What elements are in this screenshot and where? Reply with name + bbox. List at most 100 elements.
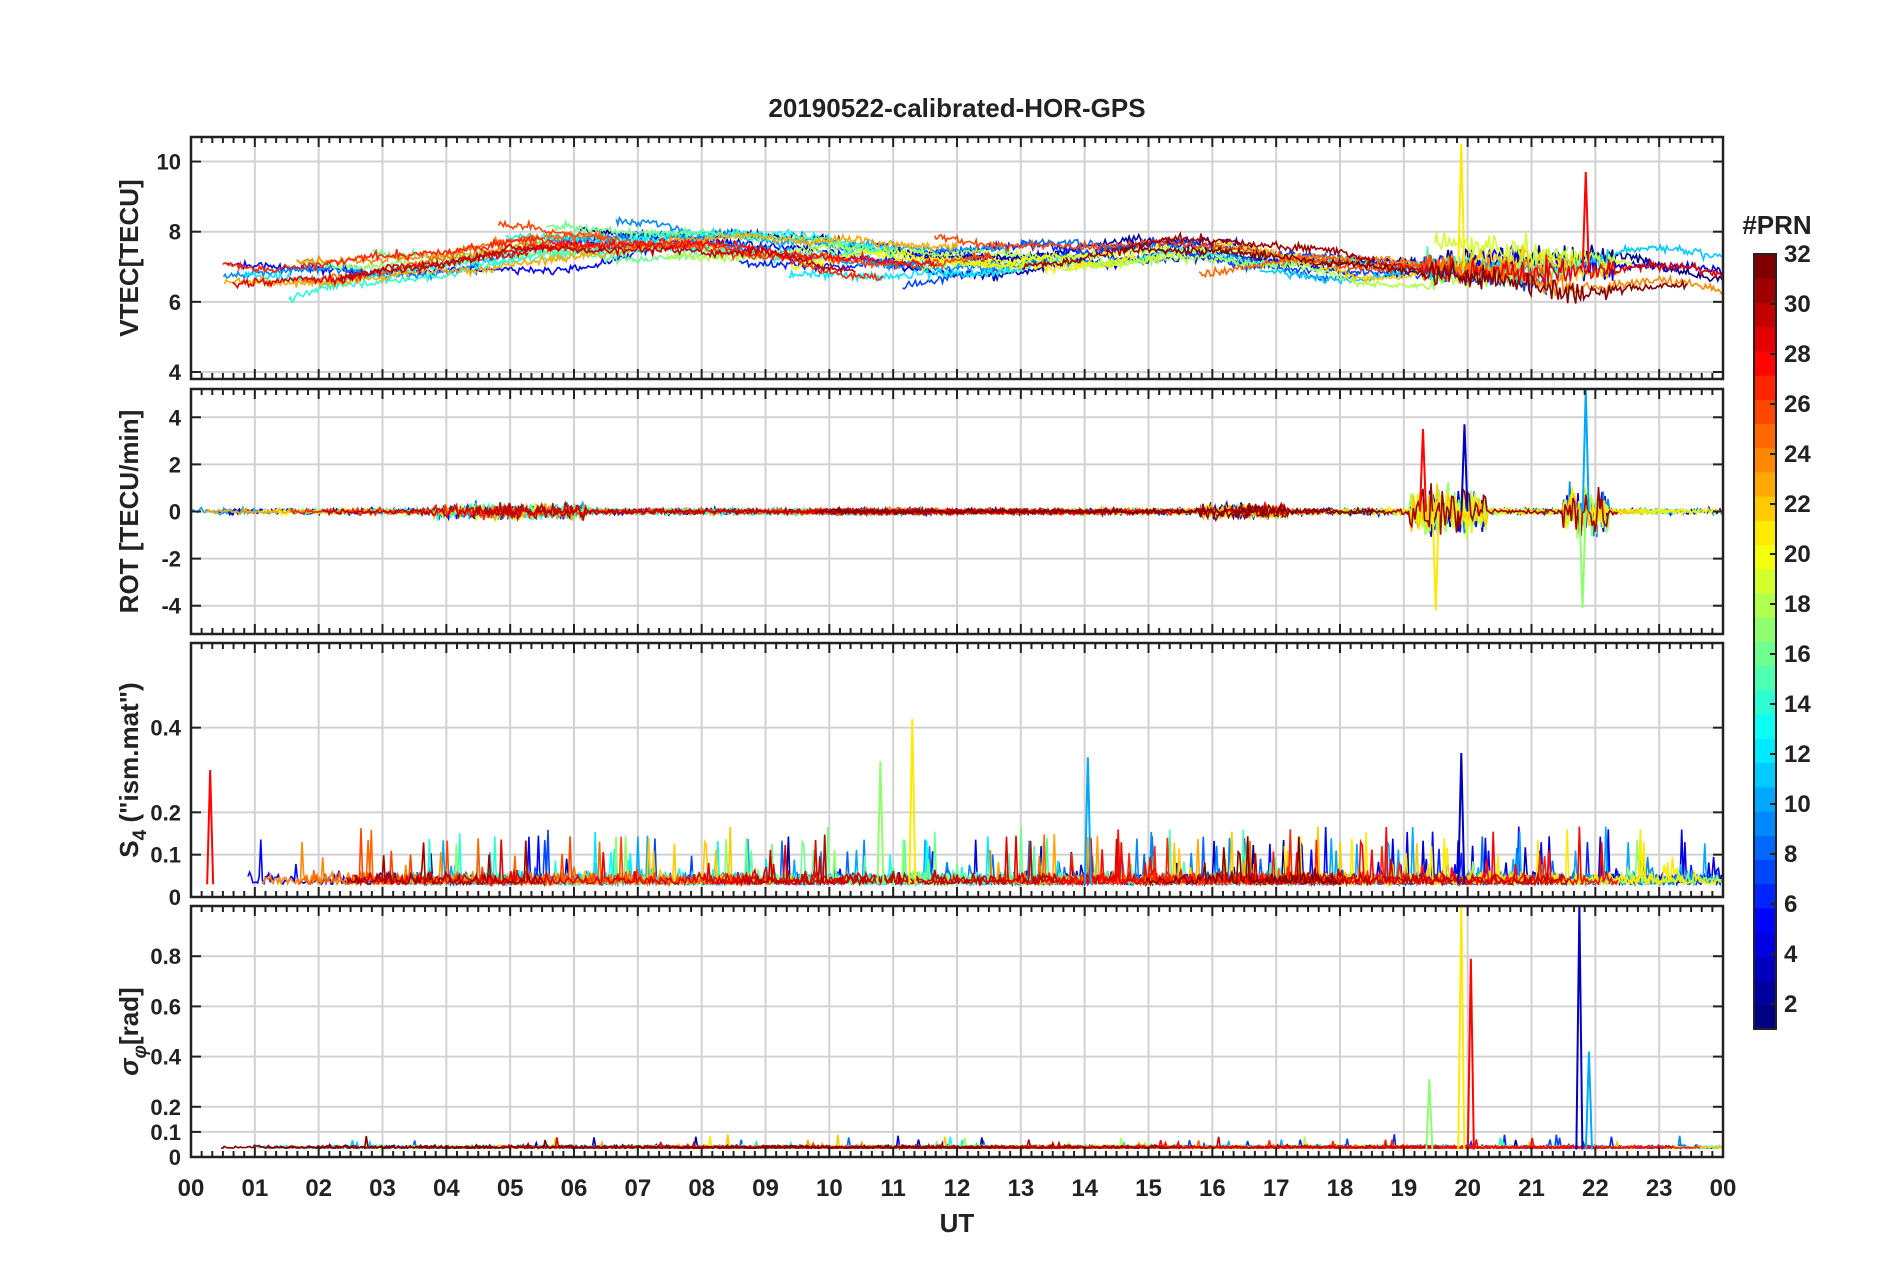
- series-line-prn-32: [1119, 243, 1688, 304]
- x-tick-label: 00: [178, 1175, 205, 1202]
- colorbar-segment: [1754, 254, 1776, 279]
- y-tick-label: 0.8: [150, 944, 181, 969]
- y-tick-label: 2: [169, 452, 181, 477]
- y-tick-label: 0.4: [150, 1045, 181, 1070]
- series-line-prn-31: [1021, 231, 1376, 271]
- y-tick-label: 4: [169, 405, 182, 430]
- series-line-prn-21: [896, 249, 1137, 276]
- colorbar-tick-label: 10: [1784, 791, 1811, 818]
- x-axis-tick-labels: 00 01 02 03 04 05 06 07 08 09 10 11 12 13 14 15 16 17 18 19…: [178, 1175, 1737, 1202]
- y-tick-label: 0.1: [150, 843, 181, 868]
- axes-frame: [189, 904, 1725, 1159]
- colorbar-tick-label: 2: [1784, 991, 1797, 1018]
- colorbar-tick-label: 6: [1784, 891, 1797, 918]
- axes-frame: [189, 387, 1725, 636]
- colorbar-tick-label: 32: [1784, 241, 1811, 268]
- spike-line: [1083, 757, 1092, 885]
- y-axis-label-rest: ("ism.mat"): [114, 682, 144, 829]
- panel-sigma_phi: 00.10.2 0.4 0.6 0.8 σφ[rad]: [114, 904, 1725, 1170]
- series-group: [222, 143, 1723, 304]
- x-tick-label: 11: [880, 1175, 905, 1202]
- x-tick-label: 07: [624, 1175, 651, 1202]
- colorbar-segment: [1754, 932, 1776, 957]
- colorbar-segment: [1754, 520, 1776, 546]
- colorbar-tick-label: 30: [1784, 291, 1811, 318]
- colorbar-segment: [1754, 496, 1776, 521]
- y-axis-label-subscript: 4: [130, 829, 151, 840]
- series-line-prn-30: [1248, 853, 1569, 887]
- series-line-prn-19: [1434, 231, 1634, 273]
- x-tick-label: 04: [433, 1175, 460, 1202]
- y-tick-label: 4: [169, 360, 182, 385]
- spike-line: [1575, 906, 1584, 1150]
- axes-frame: [189, 135, 1725, 381]
- colorbar-segment: [1754, 762, 1776, 788]
- y-tick-label: 10: [157, 150, 181, 175]
- x-tick-label: 13: [1007, 1175, 1034, 1202]
- x-tick-label: 02: [305, 1175, 332, 1202]
- x-tick-label: 19: [1390, 1175, 1417, 1202]
- x-tick-label: 05: [497, 1175, 524, 1202]
- x-tick-label: 15: [1135, 1175, 1162, 1202]
- y-axis-label: VTEC[TECU]: [114, 179, 144, 336]
- colorbar-tick-label: 12: [1784, 741, 1811, 768]
- x-tick-label: 23: [1646, 1175, 1673, 1202]
- colorbar-tick-label: 4: [1784, 941, 1798, 968]
- y-tick-label: 6: [169, 290, 181, 315]
- colorbar-segment: [1754, 544, 1776, 570]
- colorbar-tick-label: 8: [1784, 841, 1797, 868]
- colorbar-tick-label: 22: [1784, 491, 1811, 518]
- colorbar-segment: [1754, 278, 1776, 303]
- colorbar-segment: [1754, 447, 1776, 473]
- colorbar-segment: [1754, 471, 1776, 497]
- y-tick-label: -4: [161, 594, 181, 619]
- colorbar-title: #PRN: [1742, 210, 1811, 240]
- chart-title: 20190522-calibrated-HOR-GPS: [768, 93, 1145, 123]
- spike-line: [1418, 429, 1427, 512]
- x-tick-label: 21: [1518, 1175, 1545, 1202]
- colorbar-tick-label: 14: [1784, 691, 1811, 718]
- colorbar-frame: [1753, 253, 1777, 1030]
- y-tick-label: 8: [169, 220, 181, 245]
- y-axis-label: S4 ("ism.mat"): [114, 682, 151, 857]
- y-tick-label: 0.1: [150, 1120, 181, 1145]
- series-line-prn-18: [666, 240, 1091, 265]
- series-line-prn-28: [1412, 1137, 1605, 1150]
- colorbar-segment: [1754, 399, 1776, 425]
- x-tick-label: 22: [1582, 1175, 1609, 1202]
- series-line-prn-32: [814, 502, 1386, 521]
- colorbar-segment: [1754, 883, 1776, 909]
- colorbar-segment: [1754, 375, 1776, 400]
- series-line-prn-30: [739, 834, 1059, 887]
- colorbar-segment: [1754, 423, 1776, 449]
- colorbar-tick-label: 16: [1784, 641, 1811, 668]
- y-tick-label: 0: [169, 885, 181, 910]
- x-tick-label: 03: [369, 1175, 396, 1202]
- y-tick-label: 0.6: [150, 994, 181, 1019]
- colorbar-segment: [1754, 641, 1776, 667]
- y-tick-label: 0.4: [150, 716, 181, 741]
- x-tick-label: 06: [561, 1175, 588, 1202]
- spike-line: [1581, 172, 1590, 267]
- x-axis-label: UT: [940, 1208, 975, 1238]
- series-line-prn-23: [994, 833, 1296, 887]
- colorbar-segment: [1754, 568, 1776, 594]
- spike-line: [1578, 511, 1587, 609]
- spike-line: [1457, 906, 1466, 1150]
- colorbar-segment: [1754, 593, 1776, 618]
- x-tick-label: 20: [1454, 1175, 1481, 1202]
- spike-line: [876, 761, 885, 885]
- colorbar-tick-label: 20: [1784, 541, 1811, 568]
- y-tick-label: -2: [161, 547, 181, 572]
- colorbar-segment: [1754, 738, 1776, 764]
- series-line-prn-29: [1378, 254, 1723, 288]
- series-group: [191, 389, 1723, 611]
- spike-line: [1460, 424, 1469, 512]
- colorbar-segment: [1754, 689, 1776, 715]
- series-line-prn-9: [222, 228, 764, 282]
- colorbar-segment: [1754, 665, 1776, 691]
- axes-frame: [189, 641, 1725, 899]
- series-line-prn-28: [488, 237, 939, 269]
